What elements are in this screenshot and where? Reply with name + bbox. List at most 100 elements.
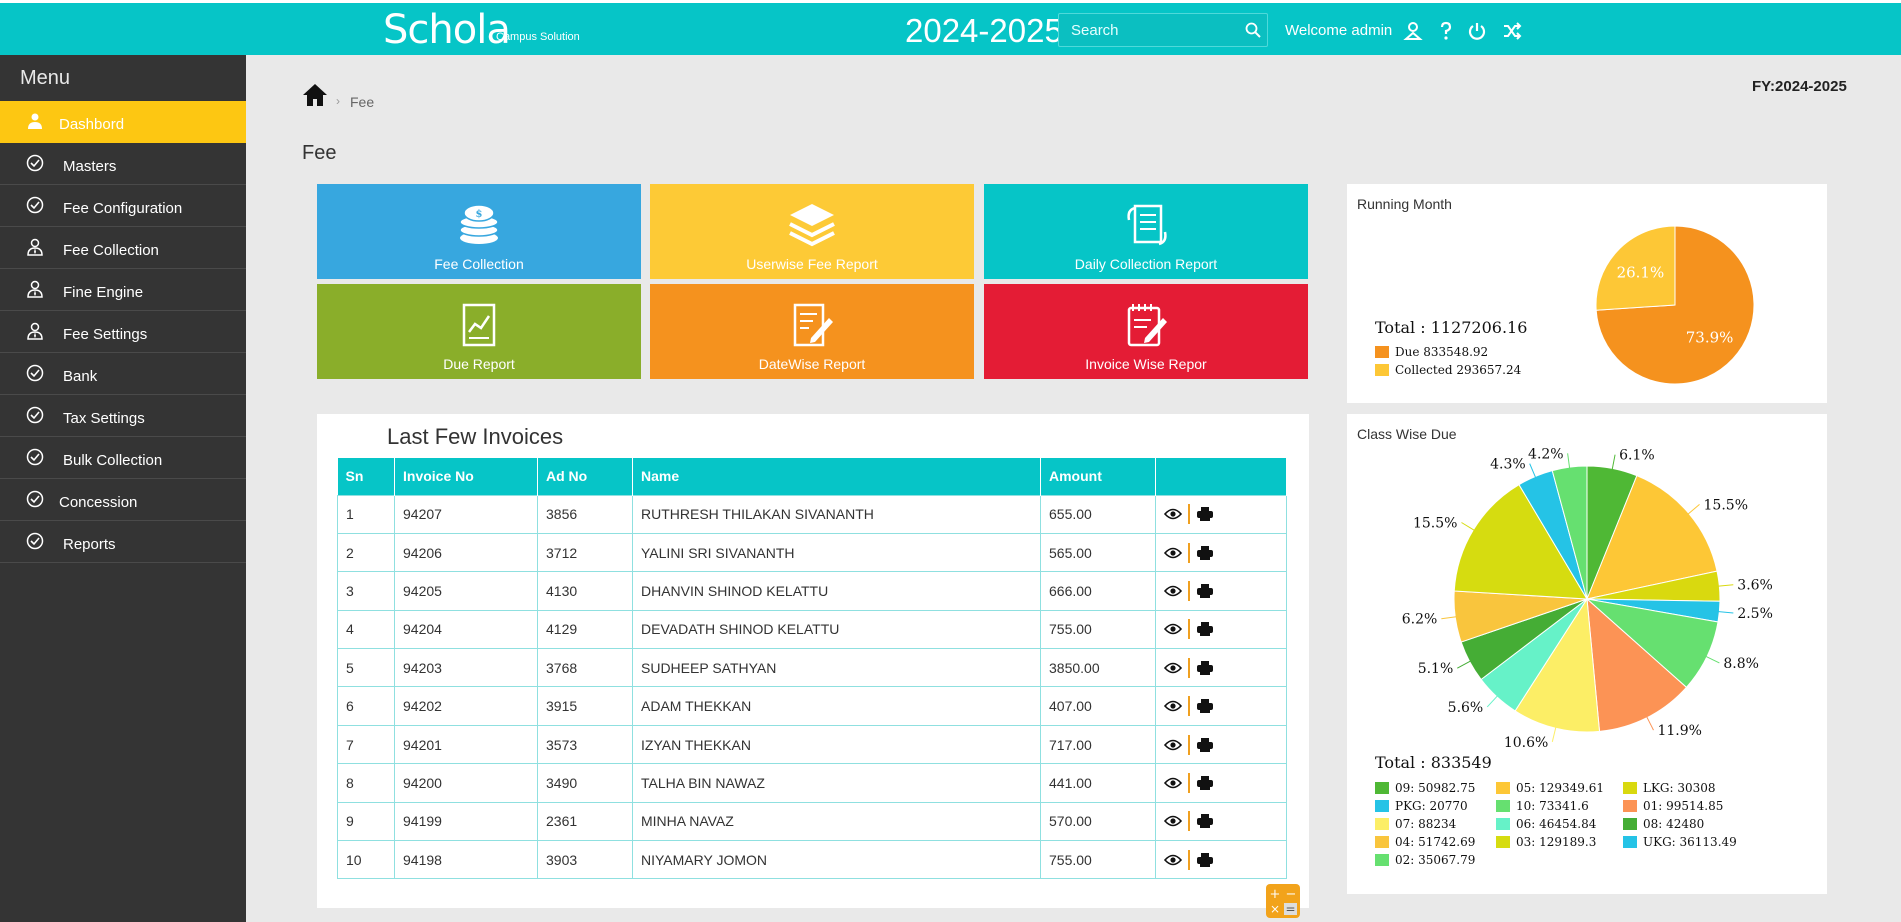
print-icon[interactable] [1196, 506, 1214, 522]
sidebar-item-fee-collection[interactable]: Fee Collection [0, 227, 246, 269]
table-cell: ADAM THEKKAN [632, 686, 1041, 726]
action-separator [1188, 580, 1190, 601]
sidebar-item-masters[interactable]: Masters [0, 143, 246, 185]
table-cell: 94204 [394, 609, 538, 650]
help-icon[interactable] [1436, 21, 1456, 41]
tile-due-report[interactable]: Due Report [317, 284, 641, 379]
table-cell-actions [1155, 686, 1287, 726]
running-month-pie: 73.9% 26.1% [1595, 225, 1755, 385]
breadcrumb-current: Fee [350, 94, 375, 110]
tile-daily-collection-report[interactable]: Daily Collection Report [984, 184, 1308, 279]
table-cell: 3850.00 [1040, 648, 1156, 688]
table-cell-actions [1155, 571, 1287, 611]
view-icon[interactable] [1164, 739, 1182, 751]
print-icon[interactable] [1196, 698, 1214, 714]
table-cell-actions [1155, 724, 1287, 765]
sidebar: Menu Dashbord Masters Fee Configuration … [0, 55, 246, 922]
view-icon[interactable] [1164, 700, 1182, 712]
print-icon[interactable] [1196, 660, 1214, 676]
pie-leader-line [1717, 584, 1734, 587]
table-cell: 3490 [537, 763, 633, 803]
legend-item: LKG: 30308 [1623, 781, 1716, 795]
pie-label: 15.5% [1413, 515, 1457, 531]
sidebar-item-fee-configuration[interactable]: Fee Configuration [0, 185, 246, 227]
power-icon[interactable] [1467, 21, 1487, 41]
print-icon[interactable] [1196, 775, 1214, 791]
shuffle-icon[interactable] [1502, 21, 1522, 41]
table-cell: 94198 [394, 840, 538, 880]
pie-leader-line [1704, 655, 1720, 664]
view-icon[interactable] [1164, 547, 1182, 559]
print-icon[interactable] [1196, 737, 1214, 753]
view-icon[interactable] [1164, 662, 1182, 674]
table-cell: 7 [337, 724, 395, 765]
sidebar-item-label: Fine Engine [63, 284, 144, 301]
check-circle-icon [26, 490, 44, 508]
home-icon[interactable] [302, 82, 328, 108]
legend-item: 08: 42480 [1623, 817, 1704, 831]
tile-label: Due Report [443, 356, 515, 372]
pie-leader-line [1717, 610, 1734, 614]
tile-label: Fee Collection [434, 256, 524, 272]
view-icon[interactable] [1164, 508, 1182, 520]
pie-label: 5.6% [1448, 700, 1484, 716]
legend-label: Due 833548.92 [1395, 345, 1489, 359]
pie-leader-line [1645, 715, 1654, 731]
calculator-icon[interactable]: + − × = [1266, 884, 1300, 918]
legend-label: 05: 129349.61 [1516, 781, 1605, 795]
tile-fee-collection[interactable]: $ Fee Collection [317, 184, 641, 279]
view-icon[interactable] [1164, 815, 1182, 827]
check-circle-icon [26, 448, 44, 466]
view-icon[interactable] [1164, 777, 1182, 789]
sidebar-item-tax-settings[interactable]: Tax Settings [0, 395, 246, 437]
user-icon [28, 113, 42, 129]
sidebar-item-label: Masters [63, 158, 117, 175]
print-icon[interactable] [1196, 583, 1214, 599]
view-icon[interactable] [1164, 623, 1182, 635]
tile-invoice-wise-report[interactable]: Invoice Wise Repor [984, 284, 1308, 379]
logo: Schola [383, 7, 511, 53]
table-row: 1 94207 3856 RUTHRESH THILAKAN SIVANANTH 655… [337, 494, 1287, 534]
table-cell-actions [1155, 494, 1287, 534]
sidebar-item-dashbord[interactable]: Dashbord [0, 101, 246, 143]
table-cell: 407.00 [1040, 686, 1156, 726]
print-icon[interactable] [1196, 621, 1214, 637]
pie-leader-line [1486, 694, 1499, 708]
legend-label: 01: 99514.85 [1643, 799, 1724, 813]
print-icon[interactable] [1196, 852, 1214, 868]
sidebar-item-reports[interactable]: Reports [0, 521, 246, 563]
search-icon[interactable] [1245, 22, 1261, 38]
sidebar-item-fine-engine[interactable]: Fine Engine [0, 269, 246, 311]
legend-label: 10: 73341.6 [1516, 799, 1589, 813]
legend-swatch [1375, 818, 1389, 830]
legend-swatch [1375, 854, 1389, 866]
view-icon[interactable] [1164, 854, 1182, 866]
legend-label: UKG: 36113.49 [1643, 835, 1737, 849]
view-icon[interactable] [1164, 585, 1182, 597]
action-separator [1188, 734, 1190, 755]
legend-swatch [1496, 800, 1510, 812]
user-icon[interactable] [1403, 21, 1423, 41]
pie-leader-line [1457, 660, 1472, 669]
pie-label: 10.6% [1504, 735, 1548, 751]
legend-swatch [1375, 800, 1389, 812]
legend-swatch [1496, 818, 1510, 830]
search-input[interactable] [1058, 13, 1268, 47]
sidebar-item-bulk-collection[interactable]: Bulk Collection [0, 437, 246, 479]
table-cell: IZYAN THEKKAN [632, 724, 1041, 765]
sidebar-item-label: Reports [63, 536, 116, 553]
pie-label: 11.9% [1657, 723, 1701, 739]
pie-slice[interactable] [1595, 225, 1676, 311]
table-cell: DEVADATH SHINOD KELATTU [632, 609, 1041, 650]
tile-label: Daily Collection Report [1074, 256, 1218, 272]
tile-datewise-report[interactable]: DateWise Report [650, 284, 974, 379]
print-icon[interactable] [1196, 545, 1214, 561]
pie-label: 6.1% [1619, 448, 1655, 464]
sidebar-item-fee-settings[interactable]: Fee Settings [0, 311, 246, 353]
print-icon[interactable] [1196, 813, 1214, 829]
legend-item: 05: 129349.61 [1496, 781, 1604, 795]
sidebar-item-concession[interactable]: Concession [0, 479, 246, 521]
sidebar-item-bank[interactable]: Bank [0, 353, 246, 395]
tile-userwise-fee-report[interactable]: Userwise Fee Report [650, 184, 974, 279]
legend-label: LKG: 30308 [1643, 781, 1716, 795]
